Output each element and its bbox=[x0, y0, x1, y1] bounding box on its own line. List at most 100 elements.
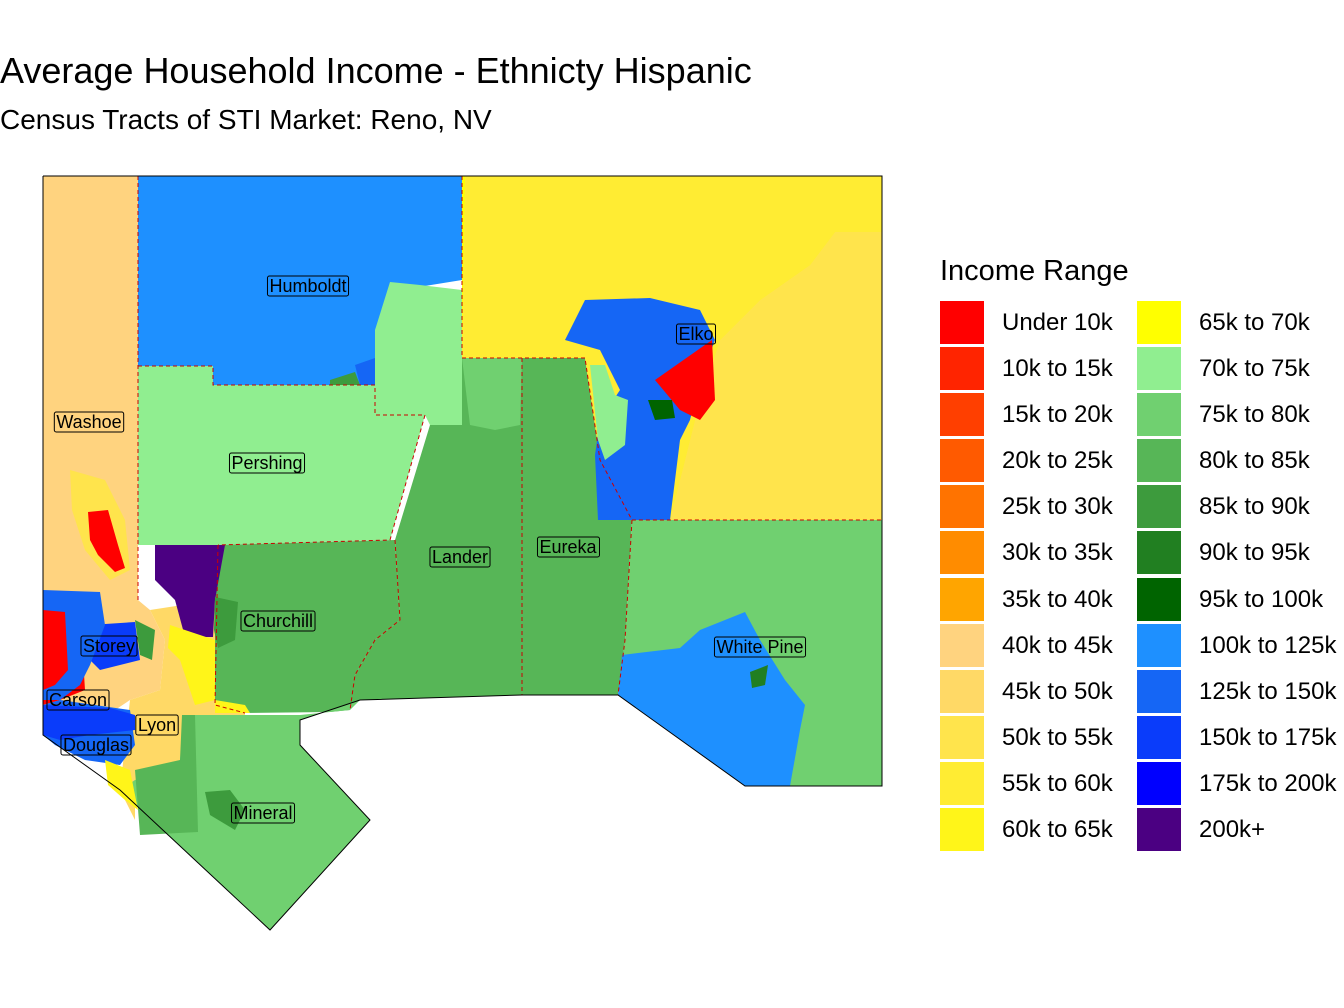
legend-label: 85k to 90k bbox=[1199, 493, 1310, 521]
legend-label: 20k to 25k bbox=[1002, 447, 1113, 475]
county-lander[interactable] bbox=[350, 358, 522, 705]
legend-swatch bbox=[940, 393, 984, 437]
legend-item: 20k to 25k bbox=[940, 439, 1150, 485]
county-label-box bbox=[230, 802, 296, 824]
county-label-text: Lander bbox=[432, 547, 488, 567]
legend-item: 100k to 125k bbox=[1137, 623, 1344, 670]
legend-swatch bbox=[1137, 347, 1181, 391]
county-label-box bbox=[240, 610, 316, 632]
county-label-box bbox=[60, 734, 132, 756]
county-label-eureka: Eureka bbox=[536, 536, 600, 558]
county-label-box bbox=[80, 635, 138, 657]
legend-label: 175k to 200k bbox=[1199, 769, 1337, 797]
legend-title: Income Range bbox=[940, 255, 1129, 287]
county-label-text: Elko bbox=[678, 324, 713, 344]
legend-label: 95k to 100k bbox=[1199, 585, 1324, 613]
county-label-box bbox=[675, 323, 717, 345]
choropleth-map: Humboldt Elko Washoe Pershing Lander Eur… bbox=[42, 175, 883, 931]
legend-label: 90k to 95k bbox=[1199, 539, 1310, 567]
legend-label: 40k to 45k bbox=[1002, 631, 1113, 659]
legend-item: 150k to 175k bbox=[1137, 715, 1344, 762]
legend-swatch bbox=[1137, 577, 1181, 621]
legend-column-1: Under 10k 10k to 15k 15k to 20k 20k to 25k 2… bbox=[940, 301, 1150, 854]
legend-swatch bbox=[1137, 531, 1181, 575]
legend-item: 200k+ bbox=[1137, 808, 1344, 854]
county-label-box bbox=[228, 452, 306, 474]
legend-label: 15k to 20k bbox=[1002, 401, 1113, 429]
legend-item: 10k to 15k bbox=[940, 347, 1150, 393]
legend-label: 70k to 75k bbox=[1199, 355, 1310, 383]
legend-item: 70k to 75k bbox=[1137, 347, 1344, 393]
legend-item: 95k to 100k bbox=[1137, 577, 1344, 624]
legend-label: 30k to 35k bbox=[1002, 539, 1113, 567]
county-label-box bbox=[46, 689, 110, 711]
legend-swatch bbox=[940, 808, 984, 852]
county-churchill[interactable] bbox=[215, 540, 400, 713]
legend-item: 40k to 45k bbox=[940, 623, 1150, 670]
county-humboldt[interactable] bbox=[138, 176, 462, 385]
legend-swatch bbox=[1137, 485, 1181, 529]
legend-swatch bbox=[940, 439, 984, 483]
county-label-text: Lyon bbox=[138, 715, 176, 735]
legend-item: 60k to 65k bbox=[940, 808, 1150, 854]
county-label-storey: Storey bbox=[80, 635, 138, 657]
legend-swatch bbox=[1137, 761, 1181, 805]
county-label-churchill: Churchill bbox=[240, 610, 316, 632]
legend-swatch bbox=[940, 761, 984, 805]
legend-item: Under 10k bbox=[940, 301, 1150, 347]
legend-item: 35k to 40k bbox=[940, 577, 1150, 624]
county-borders bbox=[137, 176, 882, 714]
county-label-lyon: Lyon bbox=[135, 714, 179, 736]
legend-swatch bbox=[1137, 808, 1181, 852]
legend-item: 175k to 200k bbox=[1137, 761, 1344, 808]
legend-item: 80k to 85k bbox=[1137, 439, 1344, 485]
legend-swatch bbox=[940, 301, 984, 344]
county-pershing[interactable] bbox=[138, 366, 425, 545]
county-label-box bbox=[266, 275, 350, 297]
county-label-text: Humboldt bbox=[269, 276, 346, 296]
county-label-pershing: Pershing bbox=[228, 452, 306, 474]
legend-item: 75k to 80k bbox=[1137, 393, 1344, 439]
county-label-elko: Elko bbox=[675, 323, 717, 345]
legend-item: 65k to 70k bbox=[1137, 301, 1344, 347]
legend-swatch bbox=[940, 669, 984, 713]
county-label-text: Douglas bbox=[63, 735, 129, 755]
county-label-text: Storey bbox=[83, 636, 135, 656]
legend-item: 90k to 95k bbox=[1137, 531, 1344, 577]
map-subtitle: Census Tracts of STI Market: Reno, NV bbox=[0, 104, 492, 135]
legend-item: 15k to 20k bbox=[940, 393, 1150, 439]
legend-item: 45k to 50k bbox=[940, 669, 1150, 716]
legend-swatch bbox=[940, 715, 984, 759]
legend-label: 125k to 150k bbox=[1199, 677, 1337, 705]
county-label-text: Pershing bbox=[231, 453, 302, 473]
legend-item: 55k to 60k bbox=[940, 761, 1150, 808]
county-label-box bbox=[135, 714, 179, 736]
legend-label: 35k to 40k bbox=[1002, 585, 1113, 613]
tract-details bbox=[43, 176, 882, 835]
county-eureka[interactable] bbox=[522, 358, 632, 695]
legend-swatch bbox=[940, 531, 984, 575]
legend-label: 60k to 65k bbox=[1002, 816, 1113, 844]
legend-label: 45k to 50k bbox=[1002, 677, 1113, 705]
legend-item: 30k to 35k bbox=[940, 531, 1150, 577]
legend-label: 150k to 175k bbox=[1199, 723, 1337, 751]
county-label-mineral: Mineral bbox=[230, 802, 296, 824]
county-label-white-pine: White Pine bbox=[713, 636, 807, 658]
legend-label: 200k+ bbox=[1199, 816, 1266, 844]
legend-swatch bbox=[1137, 715, 1181, 759]
county-label-text: Washoe bbox=[56, 412, 121, 432]
legend-swatch bbox=[1137, 669, 1181, 713]
legend-label: Under 10k bbox=[1002, 309, 1113, 336]
legend-label: 80k to 85k bbox=[1199, 447, 1310, 475]
county-label-text: White Pine bbox=[716, 637, 803, 657]
county-label-lander: Lander bbox=[429, 546, 491, 568]
legend-swatch bbox=[940, 577, 984, 621]
legend-item: 85k to 90k bbox=[1137, 485, 1344, 531]
legend-label: 55k to 60k bbox=[1002, 769, 1113, 797]
legend-swatch bbox=[940, 623, 984, 667]
county-label-carson: Carson bbox=[46, 689, 110, 711]
legend-item: 50k to 55k bbox=[940, 715, 1150, 762]
county-label-text: Mineral bbox=[233, 803, 292, 823]
legend-swatch bbox=[1137, 301, 1181, 344]
legend-swatch bbox=[1137, 623, 1181, 667]
